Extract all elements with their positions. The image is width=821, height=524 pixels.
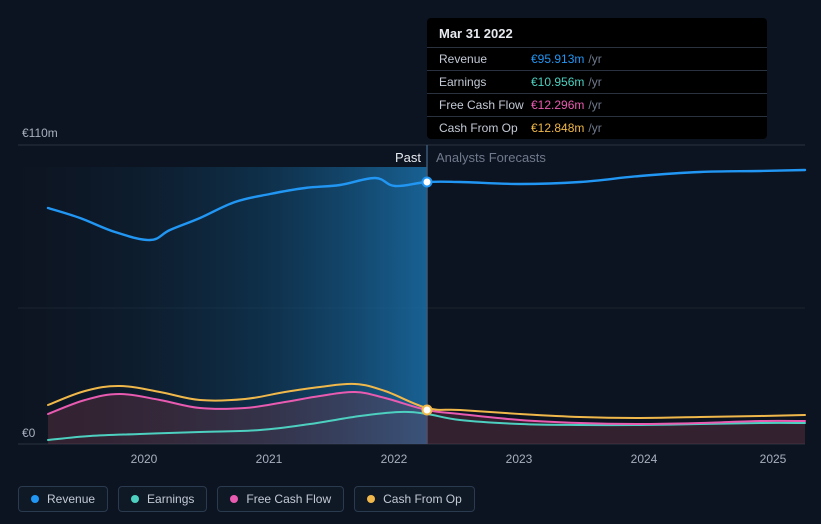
x-axis-tick: 2022 — [381, 452, 408, 466]
tooltip-row-label: Earnings — [439, 75, 531, 89]
section-label-past: Past — [395, 150, 421, 165]
legend-item-label: Free Cash Flow — [246, 492, 331, 506]
legend-item-earnings[interactable]: Earnings — [118, 486, 207, 512]
tooltip-row-value: €10.956m — [531, 75, 584, 89]
legend-item-label: Revenue — [47, 492, 95, 506]
legend-item-label: Cash From Op — [383, 492, 462, 506]
legend-item-cfo[interactable]: Cash From Op — [354, 486, 475, 512]
legend-dot-icon — [367, 495, 375, 503]
tooltip-row: Free Cash Flow€12.296m/yr — [427, 93, 767, 116]
y-axis-top-label: €110m — [22, 126, 58, 140]
tooltip-row-value: €12.296m — [531, 98, 584, 112]
legend-item-label: Earnings — [147, 492, 194, 506]
chart-legend: Revenue Earnings Free Cash Flow Cash From O… — [18, 486, 475, 512]
x-axis-tick: 2023 — [506, 452, 533, 466]
hover-marker-cluster — [423, 406, 432, 415]
x-axis-tick: 2020 — [131, 452, 158, 466]
tooltip-row-label: Free Cash Flow — [439, 98, 531, 112]
x-axis-tick: 2024 — [631, 452, 658, 466]
legend-dot-icon — [230, 495, 238, 503]
tooltip-row-label: Revenue — [439, 52, 531, 66]
tooltip-row: Earnings€10.956m/yr — [427, 70, 767, 93]
tooltip-row-unit: /yr — [588, 121, 601, 135]
legend-item-fcf[interactable]: Free Cash Flow — [217, 486, 344, 512]
legend-dot-icon — [131, 495, 139, 503]
chart-tooltip: Mar 31 2022Revenue€95.913m/yrEarnings€10… — [427, 18, 767, 139]
y-axis-bottom-label: €0 — [22, 426, 35, 440]
tooltip-title: Mar 31 2022 — [427, 26, 767, 47]
tooltip-row-value: €12.848m — [531, 121, 584, 135]
tooltip-row-unit: /yr — [588, 75, 601, 89]
hover-marker-revenue — [423, 178, 432, 187]
tooltip-row: Revenue€95.913m/yr — [427, 47, 767, 70]
tooltip-row-value: €95.913m — [531, 52, 584, 66]
tooltip-row: Cash From Op€12.848m/yr — [427, 116, 767, 139]
tooltip-row-label: Cash From Op — [439, 121, 531, 135]
x-axis-tick: 2025 — [760, 452, 787, 466]
legend-dot-icon — [31, 495, 39, 503]
section-label-forecast: Analysts Forecasts — [436, 150, 546, 165]
tooltip-row-unit: /yr — [588, 98, 601, 112]
legend-item-revenue[interactable]: Revenue — [18, 486, 108, 512]
tooltip-row-unit: /yr — [588, 52, 601, 66]
x-axis-tick: 2021 — [256, 452, 283, 466]
